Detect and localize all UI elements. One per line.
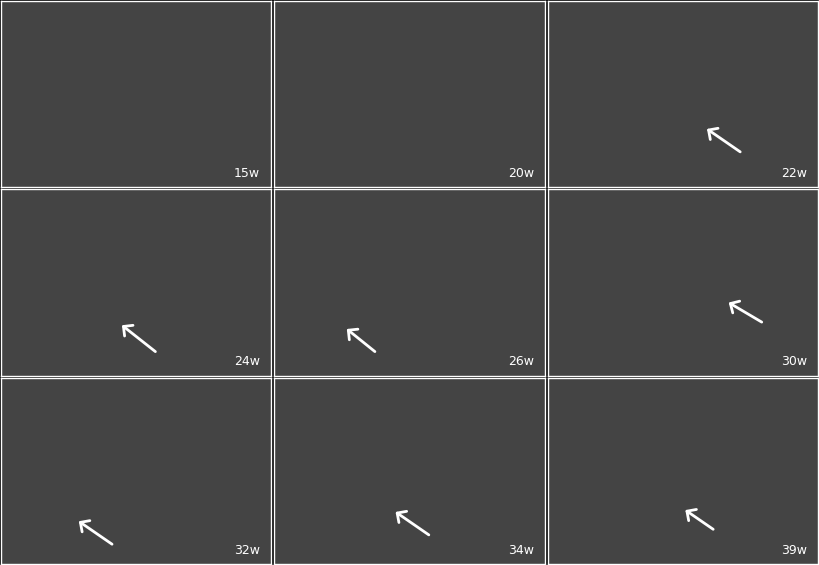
Text: 20w: 20w bbox=[508, 167, 534, 180]
Text: 22w: 22w bbox=[781, 167, 808, 180]
Text: 24w: 24w bbox=[234, 355, 260, 368]
Text: 15w: 15w bbox=[234, 167, 260, 180]
Text: 32w: 32w bbox=[234, 544, 260, 557]
Text: 39w: 39w bbox=[781, 544, 808, 557]
Text: 26w: 26w bbox=[508, 355, 534, 368]
Text: 30w: 30w bbox=[781, 355, 808, 368]
Text: 34w: 34w bbox=[508, 544, 534, 557]
